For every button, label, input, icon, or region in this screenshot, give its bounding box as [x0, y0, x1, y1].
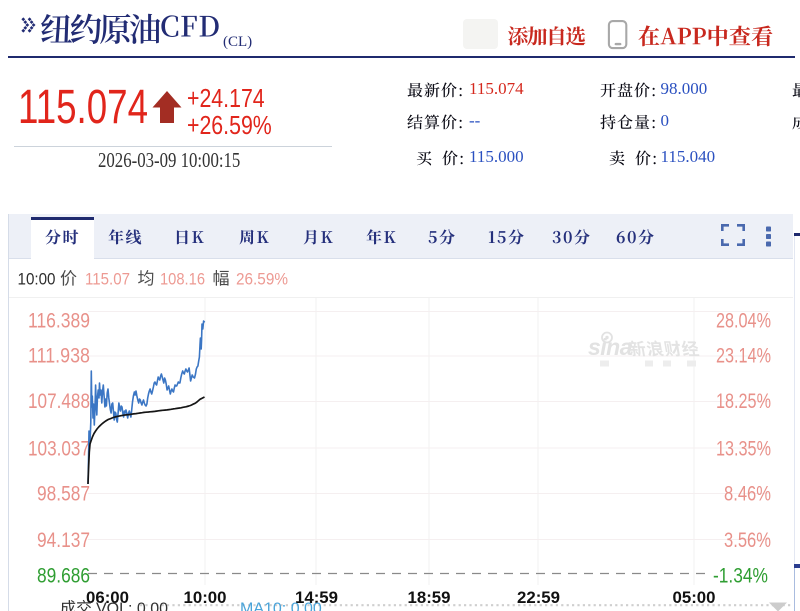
svg-text:18:59: 18:59 [408, 588, 451, 607]
svg-text:116.389: 116.389 [28, 310, 90, 333]
svg-text:107.488: 107.488 [28, 390, 90, 413]
svg-text:MA10: 0.00: MA10: 0.00 [240, 601, 322, 611]
svg-text:18.25%: 18.25% [716, 390, 771, 413]
svg-text:14:59: 14:59 [295, 588, 338, 607]
svg-text:8.46%: 8.46% [724, 483, 771, 506]
svg-text:06:00: 06:00 [86, 588, 129, 607]
svg-text:-1.34%: -1.34% [713, 565, 768, 588]
svg-text:111.938: 111.938 [28, 345, 90, 368]
svg-text:115.07: 115.07 [85, 269, 130, 288]
svg-text:13.35%: 13.35% [716, 438, 771, 461]
svg-text:sina: sina [588, 334, 633, 360]
svg-text:108.16: 108.16 [160, 269, 205, 288]
svg-text:28.04%: 28.04% [716, 310, 771, 333]
svg-text:22:59: 22:59 [517, 588, 560, 607]
svg-text:103.037: 103.037 [28, 438, 90, 461]
svg-text:23.14%: 23.14% [716, 345, 771, 368]
svg-text:3.56%: 3.56% [724, 529, 771, 552]
svg-text:26.59%: 26.59% [236, 269, 288, 288]
svg-text:10:00: 10:00 [184, 588, 227, 607]
svg-text:98.587: 98.587 [37, 483, 90, 506]
svg-text:89.686: 89.686 [37, 565, 90, 588]
svg-text:94.137: 94.137 [37, 529, 90, 552]
svg-text:10:00: 10:00 [18, 269, 56, 288]
svg-text:VOL: 0.00: VOL: 0.00 [96, 601, 168, 611]
svg-text:05:00: 05:00 [673, 588, 716, 607]
